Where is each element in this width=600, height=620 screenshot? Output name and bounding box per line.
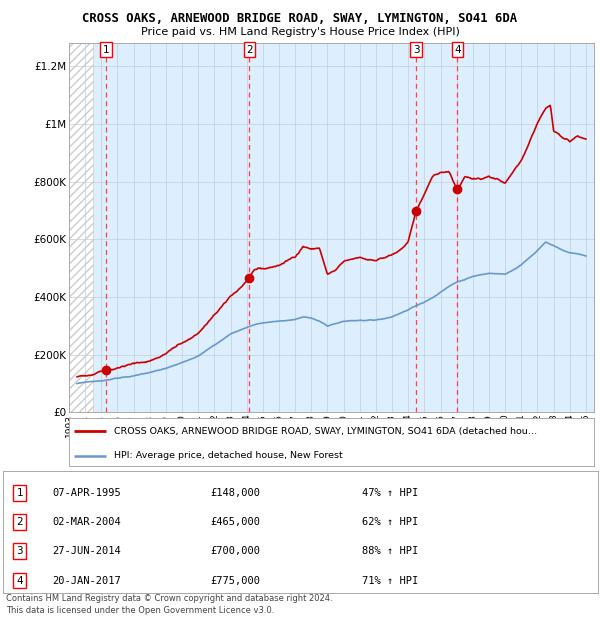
Text: 3: 3: [16, 546, 23, 556]
Text: This data is licensed under the Open Government Licence v3.0.: This data is licensed under the Open Gov…: [6, 606, 274, 614]
Text: £775,000: £775,000: [210, 575, 260, 585]
Text: 3: 3: [413, 45, 419, 55]
Text: 4: 4: [454, 45, 461, 55]
Text: £700,000: £700,000: [210, 546, 260, 556]
Text: CROSS OAKS, ARNEWOOD BRIDGE ROAD, SWAY, LYMINGTON, SO41 6DA (detached hou…: CROSS OAKS, ARNEWOOD BRIDGE ROAD, SWAY, …: [113, 427, 537, 436]
Text: 62% ↑ HPI: 62% ↑ HPI: [362, 517, 418, 527]
Bar: [69, 43, 93, 412]
Text: 1: 1: [16, 488, 23, 498]
Text: Price paid vs. HM Land Registry's House Price Index (HPI): Price paid vs. HM Land Registry's House …: [140, 27, 460, 37]
Text: £148,000: £148,000: [210, 488, 260, 498]
Text: 02-MAR-2004: 02-MAR-2004: [52, 517, 121, 527]
Text: 47% ↑ HPI: 47% ↑ HPI: [362, 488, 418, 498]
Text: 2: 2: [246, 45, 253, 55]
Text: Contains HM Land Registry data © Crown copyright and database right 2024.: Contains HM Land Registry data © Crown c…: [6, 595, 332, 603]
Text: 2: 2: [16, 517, 23, 527]
Text: 1: 1: [103, 45, 109, 55]
Text: 27-JUN-2014: 27-JUN-2014: [52, 546, 121, 556]
Text: £465,000: £465,000: [210, 517, 260, 527]
Text: 07-APR-1995: 07-APR-1995: [52, 488, 121, 498]
Text: 4: 4: [16, 575, 23, 585]
Text: 71% ↑ HPI: 71% ↑ HPI: [362, 575, 418, 585]
Text: HPI: Average price, detached house, New Forest: HPI: Average price, detached house, New …: [113, 451, 343, 460]
Text: 88% ↑ HPI: 88% ↑ HPI: [362, 546, 418, 556]
Text: 20-JAN-2017: 20-JAN-2017: [52, 575, 121, 585]
Text: CROSS OAKS, ARNEWOOD BRIDGE ROAD, SWAY, LYMINGTON, SO41 6DA: CROSS OAKS, ARNEWOOD BRIDGE ROAD, SWAY, …: [82, 12, 518, 25]
